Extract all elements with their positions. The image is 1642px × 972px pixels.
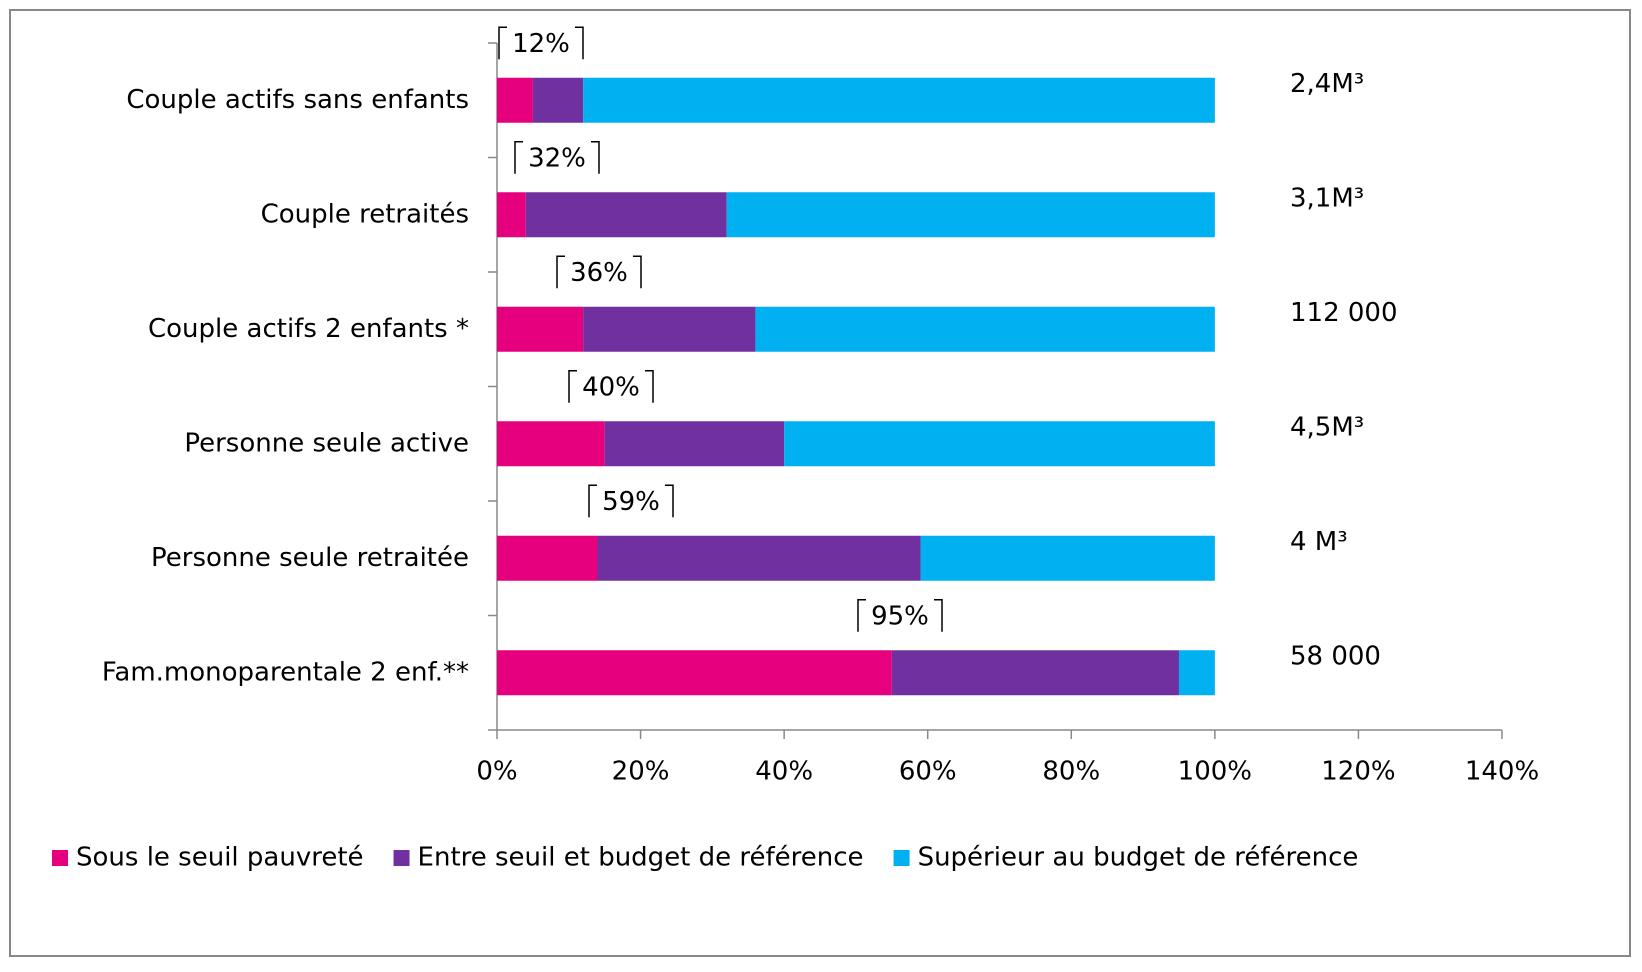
bracket-label: 12%: [512, 29, 570, 59]
x-tick-label: 0%: [476, 757, 517, 787]
bar-segment: [497, 421, 605, 467]
bar-segment: [497, 306, 584, 352]
x-tick-label: 100%: [1178, 757, 1252, 787]
y-tick-label: Personne seule active: [184, 428, 469, 458]
legend-swatch: [52, 850, 68, 866]
y-tick-label: Fam.monoparentale 2 enf.**: [102, 657, 469, 687]
bar-segment: [604, 421, 785, 467]
x-tick-label: 60%: [899, 757, 957, 787]
bracket-label: 95%: [871, 601, 929, 631]
right-label: 3,1M³: [1290, 183, 1364, 213]
bracket: [556, 255, 642, 289]
x-tick-label: 80%: [1042, 757, 1100, 787]
legend-swatch: [893, 850, 910, 866]
x-tick-label: 120%: [1321, 757, 1395, 787]
y-tick-label: Couple actifs 2 enfants *: [148, 314, 469, 344]
chart-border: [9, 9, 1631, 957]
bar-segment: [920, 535, 1215, 581]
y-tick-label: Couple actifs sans enfants: [126, 85, 469, 115]
bar-segment: [755, 306, 1215, 352]
bar-segment: [497, 650, 892, 696]
bracket: [588, 484, 674, 518]
bracket: [568, 370, 654, 403]
legend-label: Sous le seuil pauvreté: [76, 843, 364, 873]
bracket-label: 32%: [528, 143, 586, 173]
bar-segment: [784, 421, 1215, 467]
x-tick-label: 40%: [755, 757, 813, 787]
bracket-label: 36%: [570, 258, 628, 288]
bracket: [514, 141, 600, 174]
bracket-label: 40%: [582, 372, 640, 402]
bar-segment: [1178, 650, 1215, 696]
right-label: 2,4M³: [1290, 69, 1364, 99]
bar-segment: [583, 77, 1215, 123]
x-tick-label: 140%: [1465, 757, 1539, 787]
bar-segment: [891, 650, 1179, 696]
bar-segment: [583, 306, 756, 352]
bar-segment: [726, 192, 1215, 238]
right-label: 4,5M³: [1290, 412, 1364, 442]
bracket-label: 59%: [602, 487, 660, 517]
y-tick-label: Couple retraités: [261, 199, 469, 229]
bar-segment: [597, 535, 921, 581]
bar-segment: [497, 192, 526, 238]
right-label: 4 M³: [1290, 527, 1348, 557]
bar-segment: [497, 77, 533, 123]
bracket: [498, 26, 584, 60]
legend-label: Supérieur au budget de référence: [918, 843, 1359, 873]
bar-segment: [532, 77, 584, 123]
bracket: [857, 599, 943, 632]
legend-label: Entre seuil et budget de référence: [418, 843, 864, 873]
bar-segment: [525, 192, 727, 238]
legend-swatch: [393, 850, 410, 866]
x-tick-label: 20%: [612, 757, 670, 787]
y-tick-label: Personne seule retraitée: [151, 543, 469, 573]
bar-segment: [497, 535, 598, 581]
right-label: 58 000: [1290, 641, 1381, 671]
right-label: 112 000: [1290, 298, 1398, 328]
